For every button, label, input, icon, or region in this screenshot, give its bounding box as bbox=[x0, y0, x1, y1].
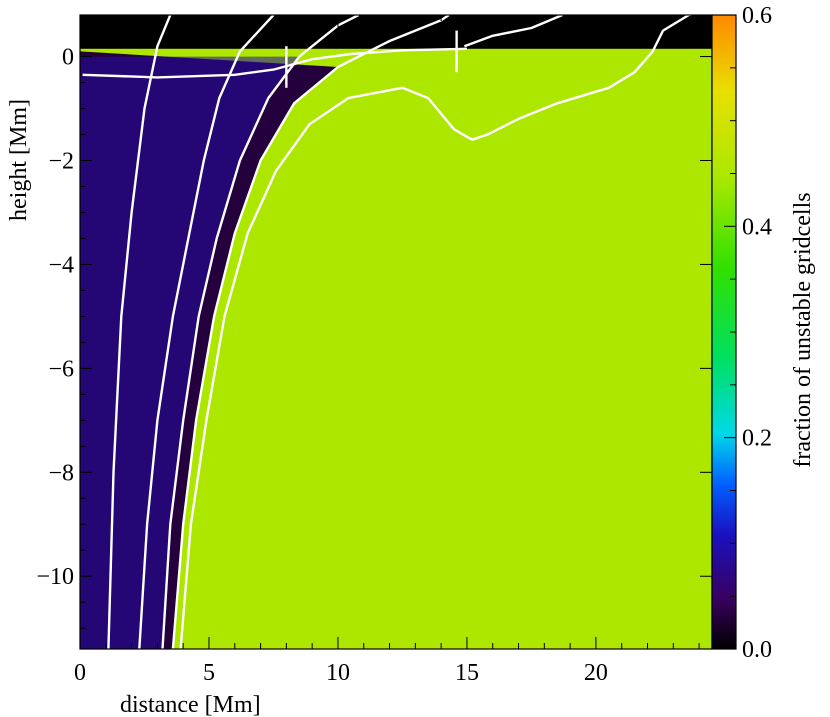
y-tick-label: −10 bbox=[36, 564, 74, 590]
colorbar-title: fraction of unstable gridcells bbox=[790, 192, 816, 467]
x-axis: 0 5 10 15 20 bbox=[74, 15, 700, 686]
y-tick-label: −2 bbox=[48, 149, 74, 175]
contour-line bbox=[82, 47, 467, 79]
contour-lines bbox=[82, 15, 695, 649]
x-tick-label: 0 bbox=[74, 660, 86, 686]
contour-line bbox=[171, 15, 450, 649]
contour-line bbox=[463, 15, 563, 48]
heatmap-upper-band bbox=[80, 15, 712, 49]
y-tick-label: −4 bbox=[48, 252, 74, 278]
heatmap-field bbox=[80, 15, 712, 649]
y-axis-title: height [Mm] bbox=[6, 99, 32, 221]
contour-line bbox=[179, 15, 695, 649]
x-tick-label: 5 bbox=[203, 660, 215, 686]
contour-line bbox=[107, 15, 172, 649]
heatmap-lowest-region bbox=[80, 56, 300, 649]
x-tick-label: 20 bbox=[584, 660, 608, 686]
y-axis: 0 −2 −4 −6 −8 −10 bbox=[36, 30, 712, 629]
colorbar-tick-label: 0.4 bbox=[742, 214, 772, 240]
colorbar-tick-label: 0.2 bbox=[742, 426, 772, 452]
colorbar-axis: 0.0 0.2 0.4 0.6 bbox=[724, 3, 772, 663]
x-tick-label: 15 bbox=[455, 660, 479, 686]
y-tick-label: −6 bbox=[48, 356, 74, 382]
colorbar-tick-label: 0.0 bbox=[742, 637, 772, 663]
x-axis-title: distance [Mm] bbox=[120, 692, 261, 717]
y-tick-label: −8 bbox=[48, 460, 74, 486]
contour-line bbox=[138, 15, 275, 649]
y-tick-label: 0 bbox=[62, 45, 74, 71]
x-tick-label: 10 bbox=[326, 660, 350, 686]
contour-line bbox=[161, 15, 360, 649]
colorbar-tick-label: 0.6 bbox=[742, 3, 772, 29]
